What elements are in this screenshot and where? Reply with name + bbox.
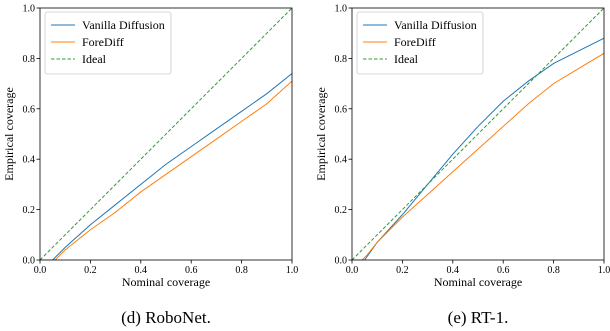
x-tick-label: 0.4 xyxy=(135,265,148,276)
y-tick-label: 0.4 xyxy=(23,155,36,166)
legend-entry: Vanilla Diffusion xyxy=(82,18,165,32)
axes-frame xyxy=(39,7,293,261)
panel-caption: (d) RoboNet. xyxy=(121,308,211,327)
series-line-ideal xyxy=(40,8,292,260)
legend: Vanilla Diffusion ForeDiff Ideal xyxy=(356,11,484,75)
y-tick-label: 0.0 xyxy=(23,256,36,267)
legend: Vanilla Diffusion ForeDiff Ideal xyxy=(44,11,172,75)
y-axis-label: Empirical coverage xyxy=(2,87,16,181)
x-tick-label: 1.0 xyxy=(598,265,610,276)
series-line-forediff xyxy=(352,52,604,260)
x-tick-label: 0.8 xyxy=(235,265,248,276)
legend-entry: Ideal xyxy=(82,52,107,66)
y-tick-label: 1.0 xyxy=(23,4,36,15)
y-tick-label: 0.2 xyxy=(335,205,348,216)
legend-box xyxy=(356,11,484,75)
series-line-ideal xyxy=(352,8,604,260)
y-tick-label: 0.2 xyxy=(23,205,36,216)
legend-box xyxy=(44,11,172,75)
y-axis-label: Empirical coverage xyxy=(314,87,328,181)
x-axis-label: Nominal coverage xyxy=(434,275,522,289)
chart-panel-1: 0.0 0.2 0.4 0.6 0.8 1.0 0.0 0.2 0.4 0.6 0.8 1.0 Nomi… xyxy=(314,4,610,328)
x-tick-label: 0.4 xyxy=(447,265,460,276)
panel-caption: (e) RT-1. xyxy=(448,308,509,327)
x-axis-label: Nominal coverage xyxy=(122,275,210,289)
x-tick-label: 0.2 xyxy=(396,265,409,276)
legend-entry: ForeDiff xyxy=(394,35,436,49)
series-line-forediff xyxy=(40,80,292,260)
y-tick-label: 0.6 xyxy=(335,104,348,115)
legend-entry: ForeDiff xyxy=(82,35,124,49)
chart-panel-0: 0.0 0.2 0.4 0.6 0.8 1.0 0.0 0.2 0.4 0.6 0.8 1.0 Nomi… xyxy=(2,4,298,328)
x-tick-label: 0.6 xyxy=(497,265,510,276)
x-tick-label: 1.0 xyxy=(286,265,299,276)
x-tick-label: 0.0 xyxy=(34,265,47,276)
y-tick-label: 0.0 xyxy=(335,256,348,267)
y-tick-label: 0.8 xyxy=(23,54,36,65)
legend-entry: Vanilla Diffusion xyxy=(394,18,477,32)
x-tick-label: 0.0 xyxy=(346,265,359,276)
legend-entry: Ideal xyxy=(394,52,419,66)
y-tick-label: 0.4 xyxy=(335,155,348,166)
axes-frame xyxy=(351,7,605,261)
y-tick-label: 1.0 xyxy=(335,4,348,15)
series-line-vanilla-diffusion xyxy=(40,73,292,260)
x-tick-label: 0.6 xyxy=(185,265,198,276)
y-tick-label: 0.8 xyxy=(335,54,348,65)
series-group xyxy=(352,8,604,260)
x-tick-label: 0.2 xyxy=(84,265,97,276)
x-tick-label: 0.8 xyxy=(547,265,560,276)
series-group xyxy=(40,8,292,260)
y-tick-label: 0.6 xyxy=(23,104,36,115)
